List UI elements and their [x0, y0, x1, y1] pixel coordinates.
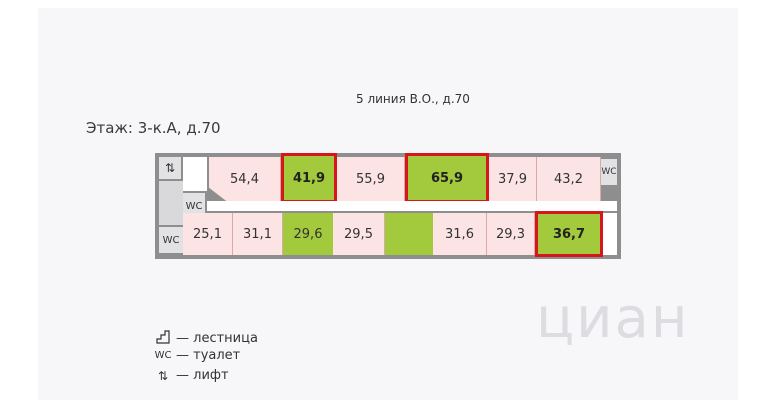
stairs-icon: [154, 330, 172, 347]
room-36-7[interactable]: 36,7: [535, 211, 603, 257]
legend-stairs: — лестница: [154, 330, 258, 347]
watermark-logo: циан: [496, 276, 696, 366]
legend-lift: ⇅ — лифт: [154, 368, 229, 383]
room-37-9[interactable]: 37,9: [489, 157, 537, 201]
floor-title: Этаж: 3-к.А, д.70: [86, 119, 221, 137]
legend-toilet-label: — туалет: [176, 348, 241, 363]
room-31-1[interactable]: 31,1: [233, 213, 283, 255]
room-54-4[interactable]: 54,4: [209, 157, 281, 201]
room-29-3[interactable]: 29,3: [487, 213, 535, 255]
room-65-9[interactable]: 65,9: [405, 153, 489, 203]
watermark-text: циан: [536, 286, 690, 351]
legend-lift-label: — лифт: [176, 368, 229, 383]
wc-icon-right: WC: [601, 159, 617, 185]
service-area: [159, 181, 183, 225]
room-unlabeled[interactable]: [385, 213, 433, 255]
building-frame: ⇅ WC WC 54,4 41,9 55,9 65,9 37,9 43,2 WC…: [155, 153, 621, 259]
lift-icon: ⇅: [159, 157, 181, 179]
room-25-1[interactable]: 25,1: [183, 213, 233, 255]
lift-legend-icon: ⇅: [157, 368, 169, 383]
room-29-5[interactable]: 29,5: [333, 213, 385, 255]
corridor: [207, 201, 617, 211]
street-address: 5 линия В.О., д.70: [356, 92, 470, 106]
room-31-6[interactable]: 31,6: [433, 213, 487, 255]
wc-legend-icon: WC: [154, 350, 172, 361]
legend-stairs-label: — лестница: [176, 331, 258, 346]
room-29-6[interactable]: 29,6: [283, 213, 333, 255]
legend-toilet: WC — туалет: [154, 348, 241, 363]
room-55-9[interactable]: 55,9: [337, 157, 405, 201]
room-41-9[interactable]: 41,9: [281, 153, 337, 203]
wc-icon-bottom: WC: [159, 227, 183, 253]
corridor-end: [603, 213, 617, 255]
corridor-top: [183, 157, 207, 191]
wc-icon: WC: [183, 193, 205, 219]
room-43-2[interactable]: 43,2: [537, 157, 601, 201]
